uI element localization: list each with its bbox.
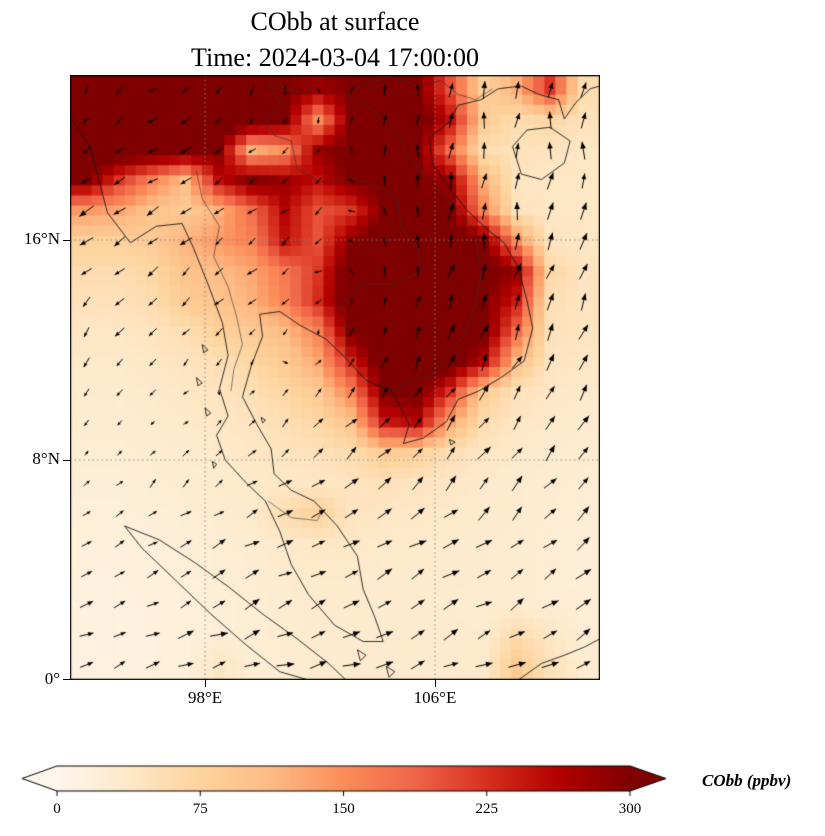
colorbar-tick-1: 75 [192,801,208,817]
colorbar-tick-0: 0 [53,801,61,817]
colorbar-label: CObb (ppbv) [702,771,792,790]
x-tick-0 [205,680,207,687]
map-canvas [70,75,600,680]
y-tick-1 [63,460,70,461]
y-tick-label-2: 0° [44,669,60,688]
chart-title: CObb at surface [250,7,420,36]
colorbar-canvas [20,764,670,798]
y-tick-label-0: 16°N [23,229,60,248]
colorbar-tick-3: 225 [475,801,499,817]
y-tick-2 [63,679,70,680]
chart-subtitle: Time: 2024-03-04 17:00:00 [191,43,479,72]
colorbar-tick-2: 150 [332,801,355,817]
y-tick-0 [63,240,70,241]
x-tick-1 [435,680,437,687]
colorbar-tick-4: 300 [618,801,642,817]
x-tick-label-1: 106°E [413,688,457,707]
x-tick-label-0: 98°E [187,688,223,707]
y-tick-label-1: 8°N [32,449,60,468]
